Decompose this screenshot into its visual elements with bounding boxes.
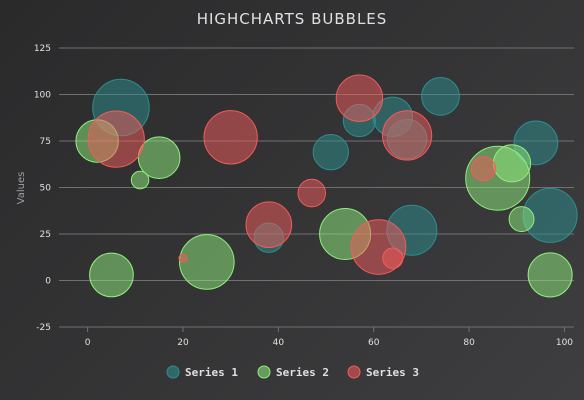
- x-tick-label: 60: [368, 338, 380, 348]
- x-axis-ticks: 0 20 40 60 80 100: [85, 327, 573, 348]
- legend-item-series-2[interactable]: Series 2: [257, 365, 329, 379]
- x-tick-label: 100: [556, 338, 573, 348]
- bubble-point[interactable]: [130, 170, 150, 190]
- plot-area: [75, 74, 578, 298]
- bubble-point[interactable]: [245, 201, 293, 249]
- bubble-point[interactable]: [178, 253, 188, 263]
- x-tick-label: 40: [273, 338, 285, 348]
- legend-label: Series 1: [185, 366, 238, 379]
- y-tick-label: -25: [36, 323, 51, 333]
- y-tick-label: 125: [34, 44, 51, 54]
- bubble-point[interactable]: [203, 110, 258, 165]
- bubble-point[interactable]: [421, 77, 460, 116]
- x-tick-label: 80: [463, 338, 475, 348]
- x-tick-label: 0: [85, 338, 91, 348]
- bubble-point[interactable]: [381, 110, 433, 161]
- bubble-point[interactable]: [87, 110, 145, 168]
- bubble-point[interactable]: [508, 206, 535, 233]
- y-axis-label: Values: [16, 172, 27, 205]
- bubble-point[interactable]: [382, 247, 404, 269]
- chart-title: HIGHCHARTS BUBBLES: [197, 10, 388, 28]
- legend-label: Series 3: [366, 366, 419, 379]
- bubble-point[interactable]: [179, 234, 235, 290]
- y-tick-label: 0: [45, 277, 51, 287]
- bubble-point[interactable]: [137, 136, 181, 180]
- y-tick-label: 25: [40, 230, 51, 240]
- y-axis-ticks: -25 0 25 50 75 100 125: [34, 44, 51, 333]
- bubble-point[interactable]: [312, 134, 349, 171]
- bubble-point[interactable]: [89, 252, 134, 298]
- legend-label: Series 2: [276, 366, 329, 379]
- legend-item-series-3[interactable]: Series 3: [347, 365, 419, 379]
- bubble-point[interactable]: [492, 144, 532, 183]
- legend-symbol: [347, 365, 361, 379]
- legend: Series 1 Series 2 Series 3: [166, 365, 419, 379]
- legend-item-series-1[interactable]: Series 1: [166, 365, 238, 379]
- legend-symbol: [257, 365, 271, 379]
- y-tick-label: 100: [34, 91, 51, 101]
- legend-symbol: [166, 365, 180, 379]
- series-3: [87, 74, 496, 275]
- bubble-point[interactable]: [527, 252, 573, 298]
- x-tick-label: 20: [177, 338, 189, 348]
- bubble-point[interactable]: [335, 74, 384, 122]
- y-tick-label: 75: [40, 137, 51, 147]
- bubble-point[interactable]: [470, 156, 496, 182]
- y-tick-label: 50: [40, 184, 52, 194]
- bubble-point[interactable]: [297, 178, 327, 208]
